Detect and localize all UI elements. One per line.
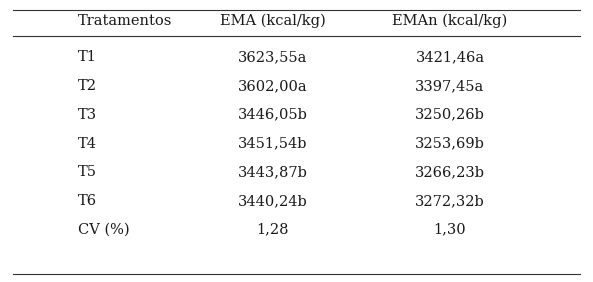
Text: T3: T3 <box>78 108 97 122</box>
Text: 3602,00a: 3602,00a <box>238 79 308 93</box>
Text: T1: T1 <box>78 50 97 64</box>
Text: T2: T2 <box>78 79 97 93</box>
Text: 3451,54b: 3451,54b <box>238 136 308 151</box>
Text: 3266,23b: 3266,23b <box>415 165 485 179</box>
Text: 1,28: 1,28 <box>257 223 289 237</box>
Text: 1,30: 1,30 <box>433 223 466 237</box>
Text: T5: T5 <box>78 165 97 179</box>
Text: 3443,87b: 3443,87b <box>238 165 308 179</box>
Text: 3397,45a: 3397,45a <box>415 79 484 93</box>
Text: EMA (kcal/kg): EMA (kcal/kg) <box>220 14 326 28</box>
Text: CV (%): CV (%) <box>78 223 130 237</box>
Text: 3250,26b: 3250,26b <box>415 108 485 122</box>
Text: EMAn (kcal/kg): EMAn (kcal/kg) <box>393 14 508 28</box>
Text: 3623,55a: 3623,55a <box>238 50 308 64</box>
Text: 3446,05b: 3446,05b <box>238 108 308 122</box>
Text: 3272,32b: 3272,32b <box>415 194 485 208</box>
Text: T4: T4 <box>78 136 97 151</box>
Text: T6: T6 <box>78 194 97 208</box>
Text: 3421,46a: 3421,46a <box>415 50 484 64</box>
Text: 3253,69b: 3253,69b <box>415 136 485 151</box>
Text: Tratamentos: Tratamentos <box>78 14 173 28</box>
Text: 3440,24b: 3440,24b <box>238 194 308 208</box>
